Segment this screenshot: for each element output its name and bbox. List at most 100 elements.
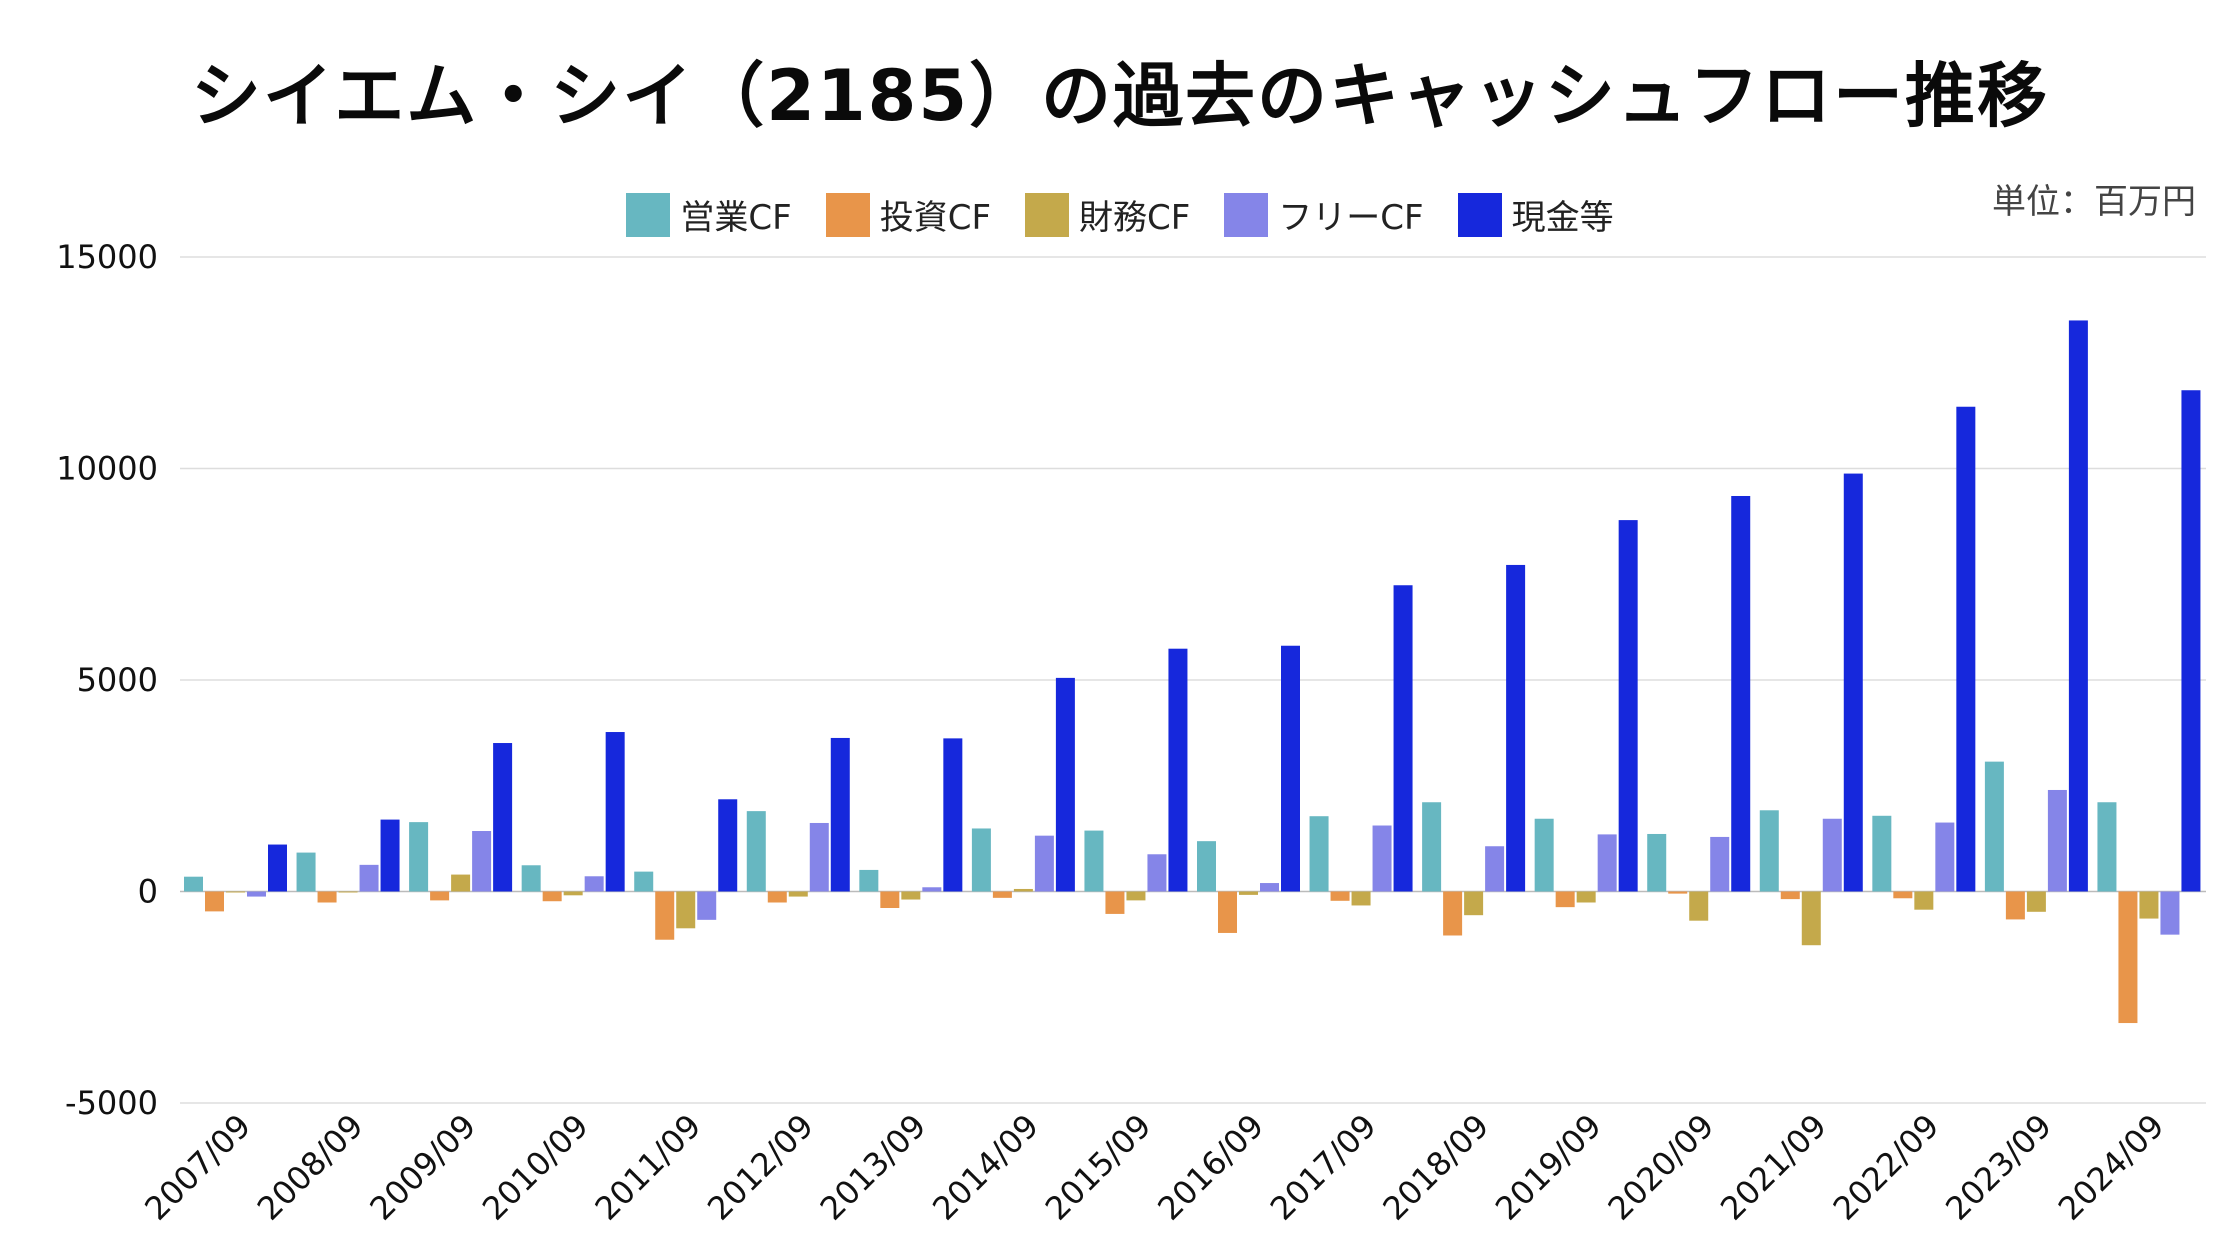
bar-フリーCF — [697, 891, 717, 920]
legend-label: 現金等 — [1511, 198, 1614, 238]
y-tick-label: 10000 — [56, 450, 158, 488]
x-tick-label: 2012/09 — [700, 1107, 821, 1228]
bar-現金等 — [380, 819, 400, 892]
bar-現金等 — [268, 844, 287, 892]
bar-財務CF — [1801, 891, 1821, 946]
bar-投資CF — [2005, 891, 2025, 920]
x-tick-label: 2024/09 — [2051, 1107, 2172, 1228]
y-tick-label: 5000 — [77, 661, 158, 699]
legend-swatch — [626, 192, 671, 237]
bar-フリーCF — [1822, 818, 1842, 892]
bar-財務CF — [1351, 891, 1371, 906]
legend-item: 現金等 — [1457, 190, 1614, 239]
unit-label: 単位：百万円 — [1992, 182, 2196, 222]
bar-営業CF — [746, 811, 766, 892]
bar-営業CF — [971, 828, 991, 892]
x-tick-label: 2021/09 — [1713, 1107, 1834, 1228]
legend-swatch — [825, 192, 870, 237]
bar-投資CF — [1218, 891, 1237, 933]
bar-現金等 — [493, 743, 513, 892]
bar-営業CF — [1309, 816, 1329, 892]
bar-財務CF — [2139, 891, 2159, 919]
bar-営業CF — [2097, 802, 2117, 892]
legend-item: フリーCF — [1224, 190, 1424, 239]
bar-財務CF — [1464, 891, 1484, 916]
bar-投資CF — [1555, 891, 1575, 908]
y-tick-label: -5000 — [65, 1084, 158, 1122]
bar-フリーCF — [1034, 835, 1054, 892]
x-tick-label: 2019/09 — [1488, 1107, 1609, 1228]
bar-現金等 — [830, 737, 850, 892]
bar-投資CF — [2118, 891, 2138, 1024]
legend-item: 財務CF — [1025, 190, 1190, 239]
bar-現金等 — [1731, 495, 1751, 892]
bar-フリーCF — [2047, 789, 2067, 892]
bar-フリーCF — [2160, 891, 2180, 935]
legend-label: フリーCF — [1278, 198, 1424, 238]
legend: 営業CF 投資CF 財務CF フリーCF 現金等 — [0, 190, 2240, 239]
bar-投資CF — [542, 891, 562, 902]
bar-財務CF — [338, 891, 358, 893]
bar-現金等 — [2181, 390, 2201, 892]
bar-フリーCF — [247, 891, 266, 897]
x-tick-label: 2017/09 — [1263, 1107, 1384, 1228]
bar-財務CF — [788, 891, 808, 897]
x-tick-label: 2013/09 — [813, 1107, 934, 1228]
bar-営業CF — [1422, 802, 1442, 892]
bar-営業CF — [1647, 833, 1667, 892]
bar-現金等 — [718, 799, 738, 892]
bar-フリーCF — [1710, 836, 1730, 892]
legend-label: 営業CF — [680, 198, 792, 238]
bar-営業CF — [1084, 830, 1104, 892]
bar-現金等 — [1843, 473, 1863, 892]
y-tick-label: 15000 — [56, 238, 158, 276]
bar-財務CF — [563, 891, 583, 896]
bar-投資CF — [205, 891, 224, 912]
bar-投資CF — [992, 891, 1012, 898]
bar-フリーCF — [809, 822, 829, 892]
legend-label: 投資CF — [879, 198, 991, 238]
x-tick-label: 2023/09 — [1938, 1107, 2059, 1228]
bar-財務CF — [1013, 888, 1033, 892]
x-tick-label: 2018/09 — [1375, 1107, 1496, 1228]
bar-現金等 — [1281, 645, 1300, 892]
legend-item: 営業CF — [626, 190, 792, 239]
bar-財務CF — [1239, 891, 1258, 895]
bar-財務CF — [676, 891, 696, 929]
bar-現金等 — [1618, 520, 1638, 892]
bar-投資CF — [1780, 891, 1800, 900]
bar-営業CF — [1984, 761, 2004, 892]
bar-営業CF — [296, 852, 316, 892]
bar-現金等 — [1393, 585, 1413, 892]
x-tick-label: 2009/09 — [362, 1107, 483, 1228]
bar-フリーCF — [1935, 822, 1955, 892]
bar-現金等 — [605, 732, 625, 892]
legend-swatch — [1025, 192, 1069, 237]
bar-営業CF — [1197, 841, 1216, 892]
bar-営業CF — [859, 869, 879, 892]
x-tick-label: 2007/09 — [137, 1107, 258, 1228]
chart-title: シイエム・シイ（2185）の過去のキャッシュフロー推移 — [190, 55, 2050, 137]
x-tick-label: 2020/09 — [1601, 1107, 1722, 1228]
bar-現金等 — [1506, 564, 1526, 892]
legend-item: 投資CF — [825, 190, 991, 239]
y-tick-label: 0 — [138, 873, 158, 911]
bar-フリーCF — [1485, 846, 1505, 892]
bar-フリーCF — [584, 876, 604, 892]
bar-営業CF — [1759, 810, 1779, 892]
bar-フリーCF — [1260, 883, 1279, 892]
bar-営業CF — [634, 871, 654, 892]
x-tick-label: 2008/09 — [250, 1107, 371, 1228]
bar-現金等 — [2068, 320, 2088, 892]
bar-投資CF — [1105, 891, 1125, 914]
bar-フリーCF — [472, 831, 492, 892]
bar-財務CF — [1914, 891, 1934, 910]
bar-フリーCF — [1372, 825, 1392, 892]
bar-投資CF — [1893, 891, 1913, 899]
bar-財務CF — [226, 891, 245, 893]
bar-投資CF — [1668, 891, 1688, 894]
bar-現金等 — [1055, 677, 1075, 892]
bar-投資CF — [1443, 891, 1463, 936]
bar-投資CF — [655, 891, 675, 940]
bar-財務CF — [451, 874, 471, 892]
